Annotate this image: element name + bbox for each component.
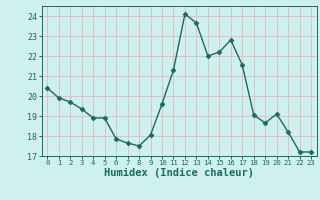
- X-axis label: Humidex (Indice chaleur): Humidex (Indice chaleur): [104, 168, 254, 178]
